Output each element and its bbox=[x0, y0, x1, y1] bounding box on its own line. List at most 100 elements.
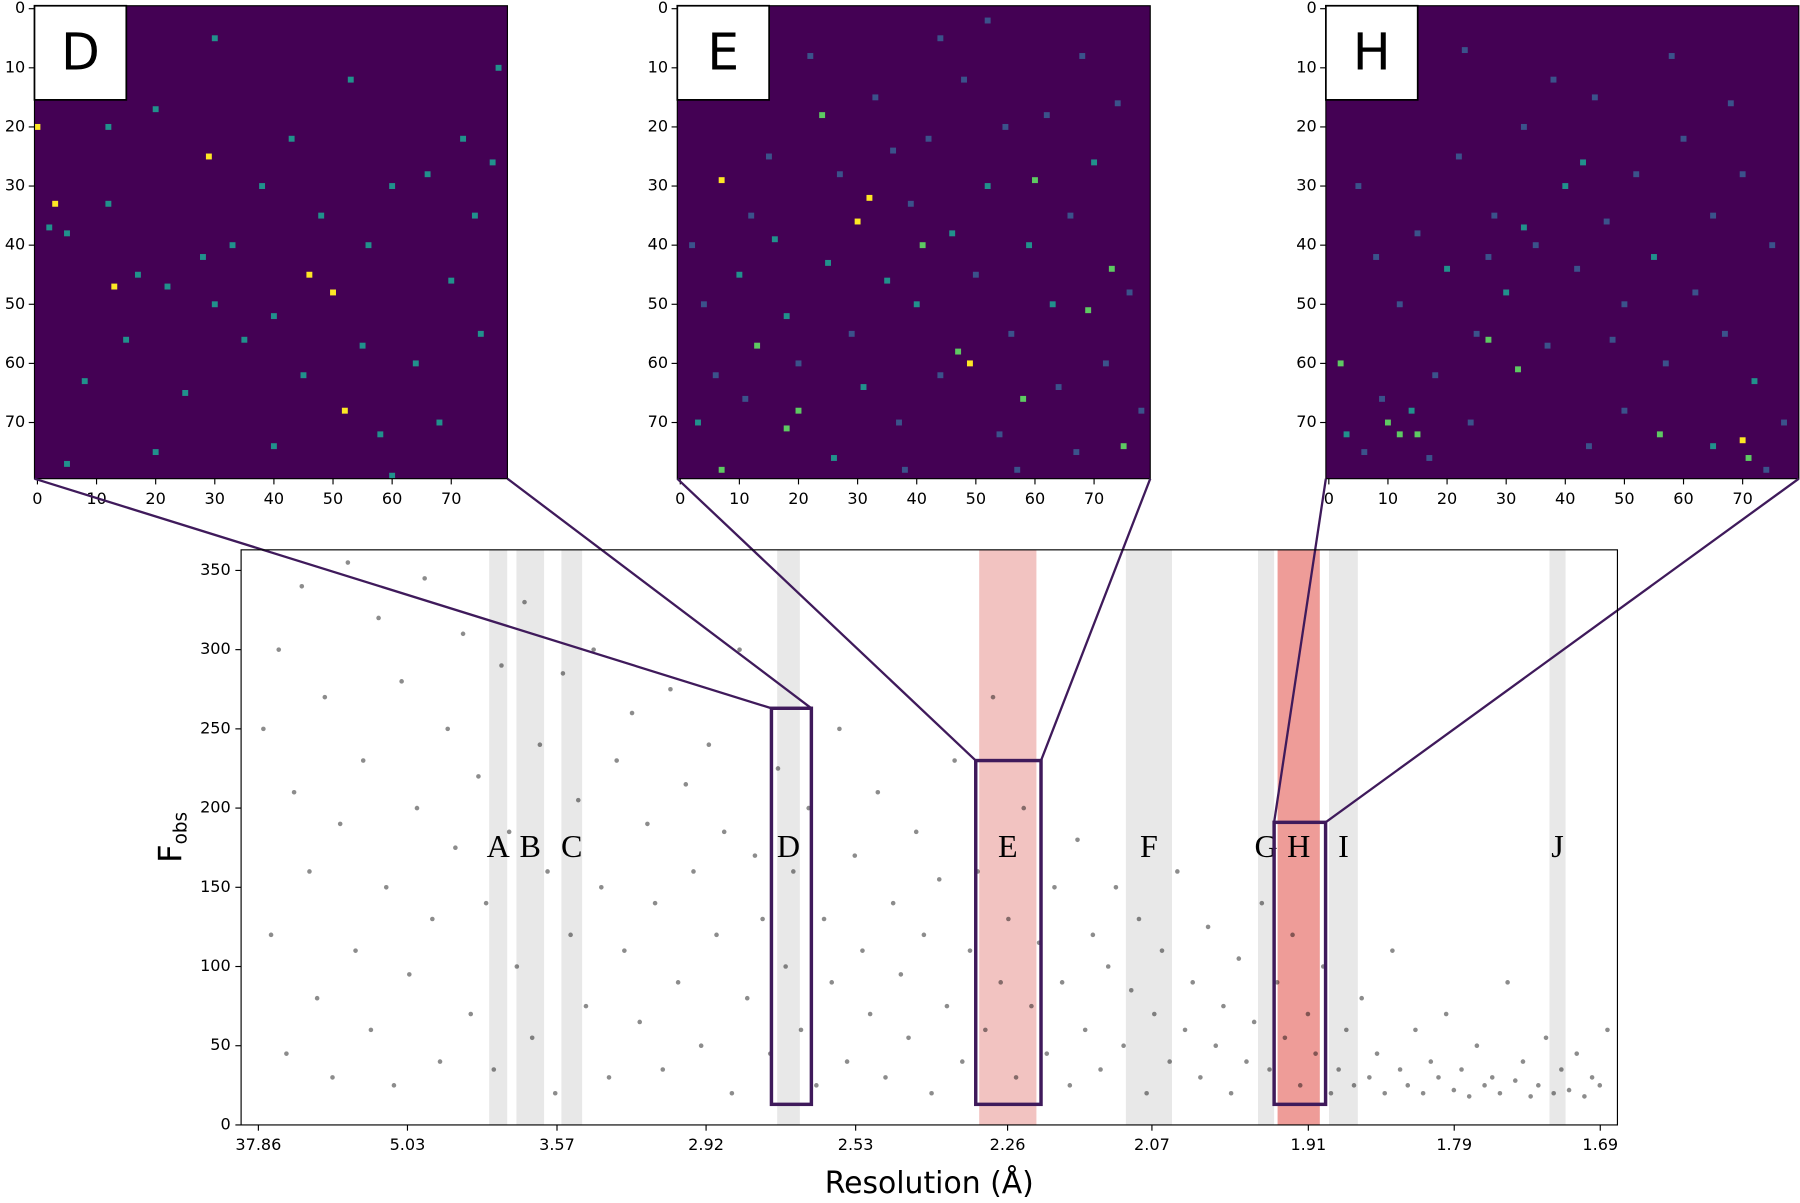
heatmap-cell bbox=[1721, 330, 1728, 337]
scatter-point bbox=[1098, 1067, 1103, 1072]
heatmap-panel: 010203040506070010203040506070D bbox=[5, 0, 508, 508]
heatmap-cell bbox=[460, 135, 467, 142]
band bbox=[1257, 549, 1275, 1125]
scatter-point bbox=[729, 1090, 735, 1096]
y-axis-label-sub: obs bbox=[170, 812, 191, 844]
heatmap-cell bbox=[64, 460, 70, 467]
heatmap-cell bbox=[860, 384, 867, 390]
scatter-point bbox=[798, 1027, 804, 1033]
scatter-point bbox=[1543, 1035, 1549, 1041]
scatter-point bbox=[1297, 1083, 1303, 1088]
heatmap-cell bbox=[111, 283, 118, 290]
heatmap-cell bbox=[1414, 431, 1421, 438]
heatmap-cell bbox=[229, 242, 236, 249]
scatter-point bbox=[852, 853, 858, 858]
connector-line bbox=[1324, 477, 1800, 824]
scatter-point bbox=[1221, 1003, 1226, 1009]
scatter-point bbox=[691, 869, 696, 874]
heatmap-cell bbox=[1668, 53, 1675, 59]
heatmap-cell bbox=[200, 254, 206, 260]
heatmap-cell bbox=[1396, 431, 1403, 438]
y-tick-label: 150 bbox=[200, 877, 231, 896]
heatmap-panel: 0 10 20 30 40 50 60 70 0 10 20 30 40 50 60 70 H bbox=[1296, 0, 1800, 508]
scatter-point bbox=[929, 1090, 934, 1096]
heatmap-cell bbox=[448, 277, 455, 284]
heatmap-cell bbox=[1580, 159, 1586, 166]
scatter-point bbox=[1328, 1090, 1334, 1096]
heatmap-cell bbox=[1461, 47, 1468, 54]
x-tick-label: 20 bbox=[1437, 489, 1457, 508]
scatter-point bbox=[1144, 1090, 1149, 1096]
scatter-point bbox=[1489, 1075, 1495, 1080]
y-tick-label: 50 bbox=[648, 294, 668, 313]
x-tick-label: 40 bbox=[907, 489, 927, 508]
heatmap-cell bbox=[831, 455, 837, 461]
band-label: C bbox=[561, 828, 582, 864]
scatter-point bbox=[883, 1075, 888, 1080]
scatter-point bbox=[652, 900, 658, 906]
zoom-box bbox=[769, 706, 814, 1107]
heatmap-cell bbox=[966, 360, 973, 367]
heatmap-cell bbox=[795, 407, 802, 414]
scatter-point bbox=[1413, 1027, 1418, 1033]
heatmap-cell bbox=[736, 271, 743, 278]
heatmap-cell bbox=[1751, 378, 1758, 385]
heatmap-cell bbox=[884, 277, 891, 284]
heatmap-cell bbox=[1769, 242, 1776, 249]
scatter-point bbox=[1566, 1087, 1572, 1093]
scatter-point bbox=[1159, 948, 1165, 953]
scatter-point bbox=[1136, 916, 1142, 922]
heatmap-cell bbox=[1108, 265, 1115, 272]
scatter-point bbox=[437, 1059, 443, 1064]
y-tick-label: 0 bbox=[221, 1114, 231, 1133]
heatmap-cell bbox=[105, 123, 112, 130]
plot-frame bbox=[240, 549, 1619, 1126]
heatmap-cell bbox=[718, 466, 725, 473]
heatmap-cell bbox=[819, 112, 826, 119]
heatmap-cell bbox=[318, 212, 325, 219]
heatmap-cell bbox=[996, 431, 1003, 438]
x-tick-label: 0 bbox=[1324, 489, 1334, 508]
y-axis-label-main: F bbox=[151, 844, 189, 862]
x-tick-label: 70 bbox=[441, 489, 461, 508]
scatter-point bbox=[1374, 1051, 1380, 1056]
scatter-point bbox=[1390, 948, 1395, 953]
y-tick-label: 300 bbox=[200, 639, 231, 658]
y-tick-label: 60 bbox=[648, 353, 668, 372]
heatmap-cell bbox=[1432, 372, 1439, 379]
scatter-point bbox=[1344, 1027, 1349, 1033]
scatter-point bbox=[1551, 1090, 1556, 1096]
band-label: F bbox=[1140, 828, 1158, 864]
y-tick-label: 250 bbox=[200, 718, 231, 737]
scatter-point bbox=[407, 972, 412, 977]
scatter-point bbox=[522, 599, 527, 605]
scatter-point bbox=[952, 758, 957, 763]
scatter-point bbox=[422, 576, 427, 581]
y-tick-label: 30 bbox=[648, 176, 668, 195]
band bbox=[777, 549, 800, 1125]
scatter-point bbox=[330, 1075, 335, 1080]
scatter-point bbox=[1059, 980, 1065, 985]
scatter-point bbox=[1305, 1011, 1311, 1017]
heatmap-cell bbox=[1473, 330, 1480, 337]
scatter-point bbox=[791, 869, 796, 874]
scatter-point bbox=[936, 877, 942, 882]
scatter-point bbox=[921, 932, 927, 938]
heatmap-cell bbox=[771, 236, 778, 243]
heatmap-panel: 0 10 20 30 40 50 60 70 0 10 20 30 40 50 60 70 E bbox=[648, 0, 1151, 508]
heatmap-cell bbox=[1120, 443, 1127, 450]
x-tick-label: 0 bbox=[32, 489, 42, 508]
heatmap-cell bbox=[1102, 360, 1109, 367]
scatter-point bbox=[1236, 956, 1242, 961]
scatter-point bbox=[683, 782, 689, 787]
scatter-point bbox=[1282, 1035, 1288, 1041]
scatter-point bbox=[552, 1090, 558, 1096]
scatter-point bbox=[1052, 885, 1057, 890]
panel-label-box bbox=[33, 4, 128, 101]
band-label: H bbox=[1287, 828, 1310, 864]
heatmap-cell bbox=[890, 147, 897, 154]
heatmap-cell bbox=[765, 153, 772, 160]
heatmap-cell bbox=[1043, 112, 1050, 119]
scatter-point bbox=[514, 964, 520, 969]
scatter-point bbox=[1351, 1083, 1357, 1088]
